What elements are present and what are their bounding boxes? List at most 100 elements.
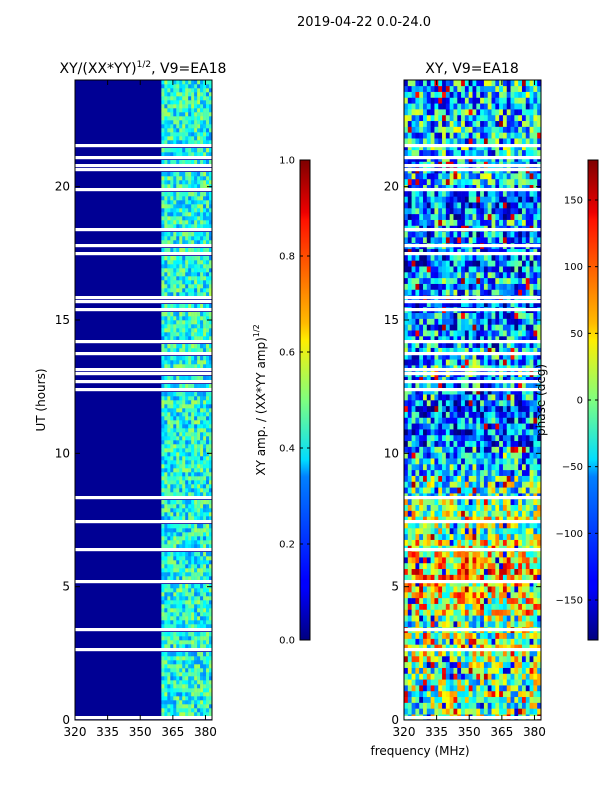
- right-heatmap-cell: [430, 621, 435, 628]
- right-heatmap-cell: [483, 621, 489, 628]
- left-heatmap-cell: [176, 100, 180, 105]
- left-heatmap-cell: [164, 104, 168, 109]
- left-heatmap-cell: [194, 596, 198, 601]
- right-heatmap-cell: [483, 446, 489, 453]
- left-heatmap-cell: [203, 480, 207, 485]
- right-heatmap-cell: [442, 621, 447, 628]
- right-heatmap-cell: [423, 580, 428, 587]
- right-heatmap-cell: [457, 597, 462, 604]
- right-heatmap-cell: [426, 452, 431, 459]
- right-heatmap-cell: [430, 661, 435, 668]
- left-heatmap-cell: [188, 676, 192, 681]
- left-heatmap-cell: [191, 92, 195, 97]
- left-heatmap-cell: [173, 684, 177, 689]
- left-heatmap-cell: [176, 600, 180, 605]
- left-heatmap-cell: [194, 196, 198, 201]
- left-heatmap-cell: [191, 540, 195, 545]
- left-heatmap-cell: [182, 104, 186, 109]
- left-heatmap-cell: [176, 396, 180, 401]
- right-heatmap-cell: [521, 562, 527, 570]
- right-heatmap-cell: [483, 411, 489, 418]
- right-heatmap-cell: [434, 336, 439, 343]
- left-heatmap-cell: [188, 268, 192, 273]
- right-heatmap-cell: [415, 388, 420, 395]
- left-heatmap-cell: [206, 604, 210, 609]
- left-heatmap-cell: [164, 412, 168, 417]
- left-heatmap-cell: [191, 392, 195, 397]
- right-heatmap-cell: [529, 487, 534, 494]
- right-heatmap-cell: [445, 510, 450, 517]
- right-heatmap-cell: [480, 679, 485, 686]
- left-heatmap-cell: [182, 84, 186, 89]
- left-heatmap-cell: [167, 680, 171, 685]
- right-heatmap-cell: [529, 336, 534, 343]
- right-heatmap-cell: [419, 557, 424, 564]
- right-heatmap-cell: [430, 394, 435, 401]
- left-heatmap-cell: [176, 220, 180, 225]
- right-heatmap-cell: [480, 650, 485, 657]
- right-heatmap-cell: [529, 667, 534, 674]
- left-heatmap-cell: [173, 488, 177, 493]
- right-heatmap-cell: [468, 667, 473, 674]
- right-heatmap-cell: [464, 353, 469, 360]
- right-heatmap-cell: [464, 644, 469, 651]
- right-heatmap-cell: [510, 353, 515, 360]
- left-heatmap-cell: [188, 484, 192, 489]
- left-heatmap-cell: [176, 412, 180, 417]
- right-heatmap-cell: [476, 394, 481, 401]
- right-heatmap-cell: [502, 324, 508, 331]
- left-heatmap-cell: [161, 676, 165, 681]
- right-heatmap-cell: [461, 574, 466, 581]
- right-heatmap-cell: [483, 557, 489, 564]
- right-heatmap-cell: [415, 609, 420, 616]
- right-heatmap-cell: [423, 324, 428, 331]
- right-heatmap-cell: [521, 481, 527, 488]
- right-heatmap-cell: [449, 423, 454, 430]
- left-heatmap-cell: [170, 708, 174, 713]
- left-heatmap-cell: [188, 216, 192, 221]
- left-heatmap-cell: [206, 568, 210, 573]
- left-heatmap-cell: [161, 232, 165, 237]
- left-heatmap-cell: [206, 172, 210, 177]
- right-heatmap-cell: [491, 382, 496, 389]
- left-heatmap-cell: [203, 344, 207, 349]
- right-heatmap-cell: [525, 551, 530, 558]
- right-heatmap-cell: [434, 446, 439, 453]
- left-heatmap-cell: [164, 468, 168, 473]
- left-heatmap-cell: [200, 272, 204, 277]
- right-heatmap-cell: [499, 621, 504, 628]
- left-heatmap-cell: [182, 596, 186, 601]
- right-heatmap-cell: [537, 341, 542, 348]
- left-heatmap-cell: [185, 708, 189, 713]
- right-heatmap-cell: [483, 376, 489, 383]
- right-heatmap-cell: [518, 702, 523, 709]
- left-heatmap-cell: [185, 216, 189, 221]
- right-heatmap-cell: [423, 417, 428, 424]
- right-heatmap-cell: [468, 394, 473, 401]
- right-heatmap-cell: [510, 539, 515, 546]
- left-heatmap-cell: [176, 592, 180, 597]
- left-heatmap-cell: [206, 712, 210, 717]
- right-heatmap-cell: [438, 580, 443, 587]
- left-heatmap-cell: [161, 260, 165, 265]
- right-heatmap-cell: [495, 411, 500, 418]
- right-heatmap-cell: [499, 644, 504, 651]
- right-heatmap-cell: [438, 487, 443, 494]
- left-heatmap-cell: [182, 112, 186, 117]
- left-heatmap-cell: [197, 268, 201, 273]
- right-heatmap-cell: [514, 487, 519, 494]
- right-heatmap-cell: [480, 411, 485, 418]
- right-heatmap-cell: [521, 301, 527, 308]
- left-heatmap-cell: [194, 436, 198, 441]
- left-heatmap-cell: [188, 440, 192, 445]
- right-heatmap-cell: [407, 330, 412, 337]
- left-heatmap-cell: [209, 328, 213, 333]
- left-heatmap-cell: [167, 396, 171, 401]
- right-heatmap-cell: [483, 679, 489, 686]
- left-heatmap-cell: [194, 432, 198, 437]
- right-heatmap-cell: [521, 394, 527, 401]
- right-heatmap-cell: [445, 498, 450, 506]
- left-heatmap-cell: [167, 480, 171, 485]
- right-heatmap-cell: [506, 592, 511, 599]
- right-heatmap-cell: [529, 504, 534, 511]
